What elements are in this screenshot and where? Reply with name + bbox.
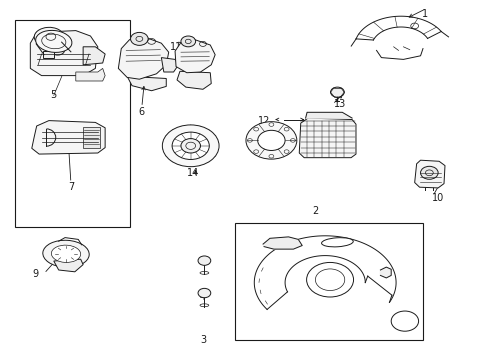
Ellipse shape: [51, 46, 64, 55]
Circle shape: [245, 122, 296, 159]
Polygon shape: [175, 40, 215, 73]
Polygon shape: [30, 31, 98, 76]
Text: 12: 12: [257, 116, 270, 126]
Text: 13: 13: [333, 99, 346, 109]
Text: 8: 8: [73, 40, 79, 50]
Polygon shape: [118, 38, 168, 79]
Text: 6: 6: [139, 107, 144, 117]
Polygon shape: [380, 267, 390, 278]
Bar: [234, 223, 422, 340]
Circle shape: [198, 256, 210, 265]
Polygon shape: [83, 47, 105, 65]
Polygon shape: [54, 259, 83, 272]
Polygon shape: [177, 71, 211, 89]
Ellipse shape: [321, 238, 352, 247]
Circle shape: [390, 311, 418, 331]
Circle shape: [181, 139, 200, 153]
Circle shape: [257, 130, 285, 150]
Circle shape: [162, 125, 219, 167]
Text: 9: 9: [32, 269, 38, 279]
Polygon shape: [305, 112, 351, 118]
Bar: [83, 127, 100, 148]
Ellipse shape: [51, 245, 81, 262]
Polygon shape: [32, 121, 105, 154]
Text: 10: 10: [430, 193, 443, 203]
Text: 5: 5: [51, 90, 57, 100]
Text: 1: 1: [422, 9, 427, 19]
Text: 4: 4: [200, 292, 205, 302]
Polygon shape: [263, 237, 302, 249]
Circle shape: [420, 166, 437, 179]
Bar: [15, 20, 129, 227]
Ellipse shape: [43, 240, 89, 267]
Bar: [43, 51, 54, 58]
Circle shape: [198, 288, 210, 298]
Polygon shape: [127, 76, 166, 91]
Text: 14: 14: [186, 168, 199, 178]
Circle shape: [130, 32, 148, 45]
Circle shape: [172, 132, 209, 159]
Polygon shape: [414, 160, 444, 188]
Ellipse shape: [34, 27, 63, 46]
Text: 3: 3: [200, 335, 205, 345]
Polygon shape: [161, 58, 178, 72]
Polygon shape: [76, 68, 105, 81]
Text: 11: 11: [169, 42, 182, 52]
Circle shape: [306, 262, 353, 297]
Ellipse shape: [36, 30, 72, 53]
Text: 7: 7: [68, 182, 74, 192]
Circle shape: [181, 36, 195, 47]
Circle shape: [330, 87, 344, 97]
Text: 2: 2: [312, 206, 318, 216]
Polygon shape: [299, 118, 355, 158]
